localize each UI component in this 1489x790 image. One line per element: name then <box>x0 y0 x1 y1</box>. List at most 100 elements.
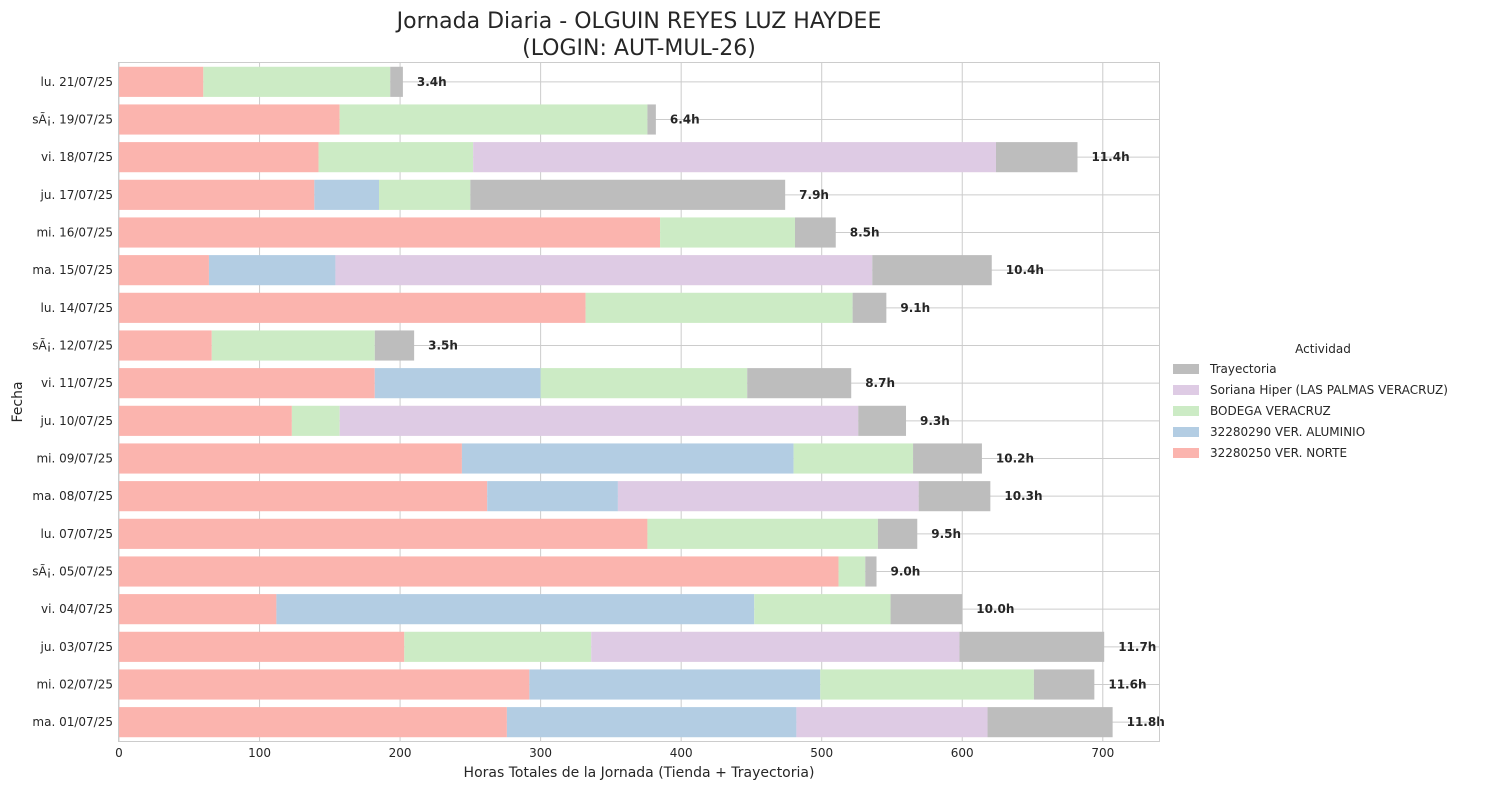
bar-segment-32280290-ver-aluminio <box>374 368 541 399</box>
bar-total-label: 10.3h <box>1004 489 1042 503</box>
bar-segment-bodega-veracruz <box>291 405 340 436</box>
legend-swatch-bodega-veracruz <box>1173 406 1199 416</box>
bar-total-label: 11.6h <box>1108 678 1146 692</box>
bar-segment-32280250-ver-norte <box>119 142 319 173</box>
bar-segment-32280250-ver-norte <box>119 255 209 286</box>
bar-segment-soriana-hiper-las-palmas-veracruz <box>335 255 873 286</box>
y-tick-label: ma. 15/07/25 <box>32 263 113 277</box>
bar-segment-bodega-veracruz <box>585 292 853 323</box>
bar-segment-32280290-ver-aluminio <box>276 594 755 625</box>
legend-swatch-soriana-hiper-las-palmas-veracruz <box>1173 385 1199 395</box>
bar-segment-bodega-veracruz <box>754 594 891 625</box>
bar-segment-trayectoria <box>1033 669 1095 700</box>
x-tick-label: 500 <box>810 746 833 760</box>
y-tick-label: mi. 09/07/25 <box>36 452 113 466</box>
bar-segment-32280290-ver-aluminio <box>506 707 797 738</box>
y-axis-title: Fecha <box>10 381 26 422</box>
bar-segment-32280290-ver-aluminio <box>314 179 379 210</box>
bar-segment-trayectoria <box>747 368 852 399</box>
x-tick-label: 600 <box>951 746 974 760</box>
x-tick-label: 400 <box>670 746 693 760</box>
bar-total-label: 10.4h <box>1006 263 1044 277</box>
x-tick-label: 100 <box>248 746 271 760</box>
y-tick-label: mi. 02/07/25 <box>36 678 113 692</box>
y-tick-label: ju. 17/07/25 <box>40 188 113 202</box>
bar-total-label: 11.7h <box>1118 640 1156 654</box>
bar-segment-32280250-ver-norte <box>119 292 586 323</box>
bar-labels: 3.4h 6.4h 11.4h 7.9h 8.5h 10.4h 9.1h 3.5h 8.7h 9.… <box>417 75 1165 729</box>
bar-total-label: 11.4h <box>1091 150 1129 164</box>
y-tick-label: sÃ¡. 12/07/25 <box>32 338 113 353</box>
bar-segment-32280250-ver-norte <box>119 518 648 549</box>
bar-segment-trayectoria <box>470 179 786 210</box>
bar-total-label: 10.2h <box>996 452 1034 466</box>
bar-segment-32280250-ver-norte <box>119 330 212 361</box>
legend-title: Actividad <box>1295 342 1351 356</box>
bar-segment-32280250-ver-norte <box>119 104 340 135</box>
plot-frame <box>118 62 1160 742</box>
bar-total-label: 11.8h <box>1127 715 1165 729</box>
bar-segment-trayectoria <box>877 518 918 549</box>
bar-segment-32280250-ver-norte <box>119 669 530 700</box>
legend-swatch-trayectoria <box>1173 364 1199 374</box>
y-tick-label: vi. 18/07/25 <box>41 150 113 164</box>
bar-segment-soriana-hiper-las-palmas-veracruz <box>591 631 960 662</box>
bar-total-label: 9.3h <box>920 414 950 428</box>
bar-segment-trayectoria <box>987 707 1113 738</box>
legend-label-32280290-ver-aluminio: 32280290 VER. ALUMINIO <box>1210 425 1365 439</box>
y-tick-label: sÃ¡. 19/07/25 <box>32 112 113 127</box>
x-tick-label: 700 <box>1091 746 1114 760</box>
bar-total-label: 9.1h <box>900 301 930 315</box>
bar-total-label: 9.0h <box>891 565 921 579</box>
bar-segment-32280290-ver-aluminio <box>529 669 821 700</box>
bar-total-label: 6.4h <box>670 113 700 127</box>
bar-segment-32280250-ver-norte <box>119 66 204 97</box>
bar-segment-trayectoria <box>872 255 992 286</box>
y-tick-label: lu. 14/07/25 <box>41 301 113 315</box>
y-tick-label: ma. 01/07/25 <box>32 715 113 729</box>
legend-label-soriana-hiper-las-palmas-veracruz: Soriana Hiper (LAS PALMAS VERACRUZ) <box>1210 383 1448 397</box>
bar-segment-trayectoria <box>852 292 887 323</box>
bar-segment-bodega-veracruz <box>203 66 391 97</box>
bar-segment-32280250-ver-norte <box>119 481 488 512</box>
y-tick-label: lu. 21/07/25 <box>41 75 113 89</box>
x-tick-label: 0 <box>115 746 123 760</box>
x-axis-title: Horas Totales de la Jornada (Tienda + Tr… <box>464 765 815 781</box>
bar-segment-trayectoria <box>995 142 1078 173</box>
bar-segment-32280290-ver-aluminio <box>487 481 618 512</box>
chart-subtitle: (LOGIN: AUT-MUL-26) <box>522 36 756 61</box>
bar-segment-soriana-hiper-las-palmas-veracruz <box>796 707 988 738</box>
bar-segment-trayectoria <box>795 217 836 248</box>
legend-swatch-32280250-ver-norte <box>1173 448 1199 458</box>
bar-segment-bodega-veracruz <box>820 669 1034 700</box>
legend-swatch-32280290-ver-aluminio <box>1173 427 1199 437</box>
bar-segment-bodega-veracruz <box>540 368 748 399</box>
bar-total-label: 9.5h <box>931 527 961 541</box>
y-tick-label: ma. 08/07/25 <box>32 489 113 503</box>
bar-segment-trayectoria <box>390 66 403 97</box>
y-tick-label: mi. 16/07/25 <box>36 226 113 240</box>
y-axis-ticks: lu. 21/07/25 sÃ¡. 19/07/25 vi. 18/07/25 ju.… <box>32 75 113 729</box>
bar-segment-bodega-veracruz <box>647 518 878 549</box>
bar-total-label: 10.0h <box>976 602 1014 616</box>
y-tick-label: lu. 07/07/25 <box>41 527 113 541</box>
y-tick-label: vi. 11/07/25 <box>41 376 113 390</box>
bar-total-label: 3.5h <box>428 339 458 353</box>
x-tick-label: 300 <box>529 746 552 760</box>
bar-segment-32280290-ver-aluminio <box>208 255 336 286</box>
bar-segment-32280250-ver-norte <box>119 443 462 474</box>
bar-segment-trayectoria <box>913 443 982 474</box>
y-tick-label: sÃ¡. 05/07/25 <box>32 564 113 579</box>
bar-segment-bodega-veracruz <box>404 631 592 662</box>
bar-total-label: 8.7h <box>865 376 895 390</box>
legend-label-32280250-ver-norte: 32280250 VER. NORTE <box>1210 446 1347 460</box>
bar-segment-bodega-veracruz <box>793 443 914 474</box>
bar-segment-trayectoria <box>918 481 991 512</box>
bars <box>119 66 1113 738</box>
y-tick-label: ju. 10/07/25 <box>40 414 113 428</box>
bar-segment-soriana-hiper-las-palmas-veracruz <box>617 481 919 512</box>
bar-segment-32280250-ver-norte <box>119 707 507 738</box>
bar-segment-trayectoria <box>865 556 877 587</box>
bar-segment-bodega-veracruz <box>838 556 866 587</box>
